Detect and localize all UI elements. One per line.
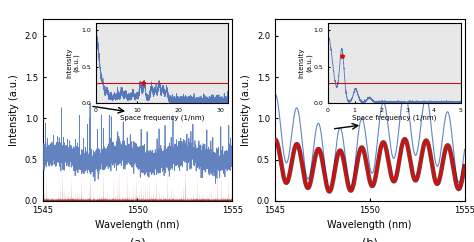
Y-axis label: Intensity (a.u.): Intensity (a.u.) [9, 74, 19, 146]
X-axis label: Wavelength (nm): Wavelength (nm) [328, 220, 412, 230]
Text: (a): (a) [130, 237, 145, 242]
Text: (b): (b) [362, 237, 378, 242]
Y-axis label: Intensity (a.u.): Intensity (a.u.) [241, 74, 251, 146]
X-axis label: Wavelength (nm): Wavelength (nm) [95, 220, 180, 230]
